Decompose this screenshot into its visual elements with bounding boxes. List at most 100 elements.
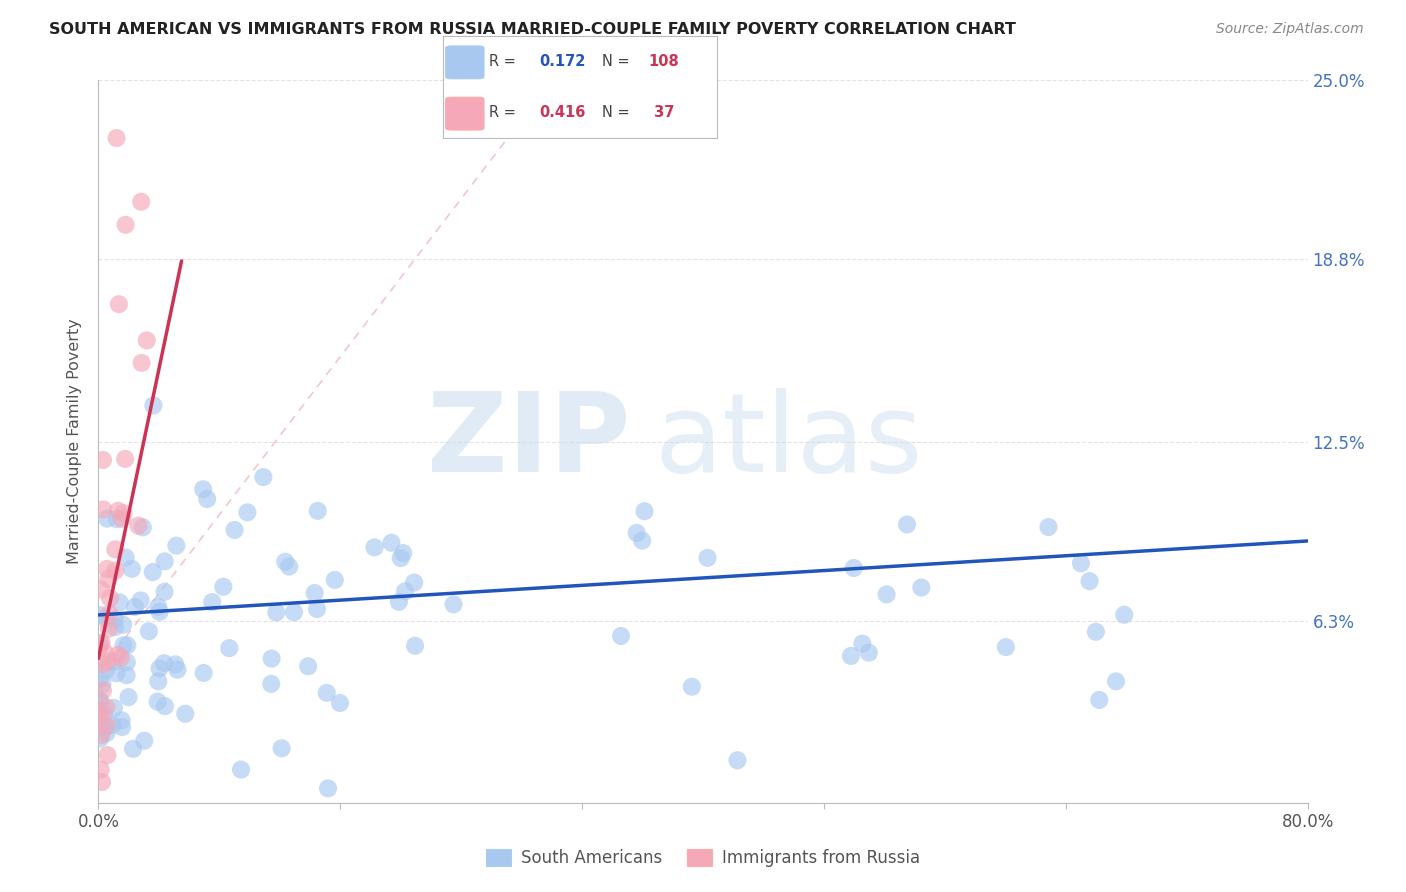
Point (91, 775, 114, 789)
Point (165, 539, 187, 553)
Point (153, 656, 176, 670)
Point (392, 546, 415, 560)
Point (90, 728, 112, 742)
Point (394, 584, 416, 599)
Point (252, 470, 274, 484)
Point (626, 525, 648, 540)
Point (218, 641, 240, 656)
Y-axis label: Married-Couple Family Poverty: Married-Couple Family Poverty (67, 318, 83, 565)
Point (103, 701, 125, 715)
Point (148, 599, 170, 614)
Point (91, 683, 114, 698)
Point (114, 451, 136, 466)
Point (105, 512, 128, 526)
Point (104, 564, 127, 578)
Point (305, 602, 328, 616)
Point (316, 781, 339, 796)
Point (858, 646, 880, 660)
Point (153, 554, 176, 568)
Point (96, 655, 118, 669)
Point (91, 677, 114, 691)
Point (631, 533, 654, 548)
Point (90, 709, 112, 723)
Point (93, 708, 115, 723)
Point (89, 672, 111, 686)
Point (97, 572, 120, 586)
Point (304, 586, 326, 600)
Point (90, 582, 112, 597)
Point (96, 511, 118, 525)
Point (135, 334, 157, 348)
Point (96, 726, 118, 740)
Point (389, 551, 412, 566)
Point (111, 512, 134, 526)
Text: 37: 37 (648, 104, 673, 120)
Point (1070, 557, 1092, 571)
Point (134, 733, 156, 747)
Point (94, 646, 117, 660)
Point (108, 595, 131, 609)
Point (148, 661, 170, 675)
Point (146, 695, 169, 709)
Point (98, 607, 121, 621)
Point (89, 640, 111, 654)
Point (122, 741, 145, 756)
Point (380, 535, 402, 549)
Point (876, 587, 898, 601)
Point (89, 703, 111, 717)
Point (104, 620, 127, 634)
Point (323, 573, 346, 587)
Point (112, 638, 135, 652)
Point (148, 674, 170, 689)
Point (89, 731, 111, 746)
Point (610, 629, 633, 643)
Point (142, 565, 165, 579)
Point (1105, 674, 1128, 689)
Point (696, 550, 718, 565)
Point (91, 453, 114, 467)
Point (896, 517, 918, 532)
Point (98, 591, 121, 605)
Point (1078, 574, 1101, 589)
Point (111, 714, 134, 728)
Point (127, 518, 149, 533)
Point (994, 640, 1017, 654)
Point (89, 607, 111, 622)
Point (115, 668, 138, 682)
Point (111, 720, 134, 734)
Point (165, 657, 187, 672)
Point (224, 523, 246, 537)
Point (117, 638, 139, 652)
Text: ZIP: ZIP (427, 388, 630, 495)
Point (297, 659, 319, 673)
Point (97, 622, 120, 636)
Point (264, 606, 287, 620)
Point (153, 584, 176, 599)
Point (851, 637, 873, 651)
Point (110, 651, 132, 665)
Point (315, 686, 337, 700)
FancyBboxPatch shape (446, 46, 484, 78)
Point (124, 599, 146, 614)
Point (212, 580, 235, 594)
Point (105, 666, 128, 681)
Point (229, 763, 252, 777)
Point (260, 677, 283, 691)
Point (104, 542, 127, 557)
Point (94, 611, 117, 625)
Point (388, 595, 411, 609)
Point (129, 194, 152, 209)
Point (142, 399, 165, 413)
Point (910, 581, 932, 595)
Legend: South Americans, Immigrants from Russia: South Americans, Immigrants from Russia (479, 842, 927, 874)
Text: N =: N = (602, 104, 634, 120)
Point (121, 562, 143, 576)
Point (114, 550, 136, 565)
Text: SOUTH AMERICAN VS IMMIGRANTS FROM RUSSIA MARRIED-COUPLE FAMILY POVERTY CORRELATI: SOUTH AMERICAN VS IMMIGRANTS FROM RUSSIA… (49, 22, 1017, 37)
Point (90, 636, 112, 650)
Point (443, 597, 465, 611)
Point (94, 721, 117, 735)
Point (195, 491, 218, 506)
Point (148, 605, 170, 619)
Text: Source: ZipAtlas.com: Source: ZipAtlas.com (1216, 22, 1364, 37)
